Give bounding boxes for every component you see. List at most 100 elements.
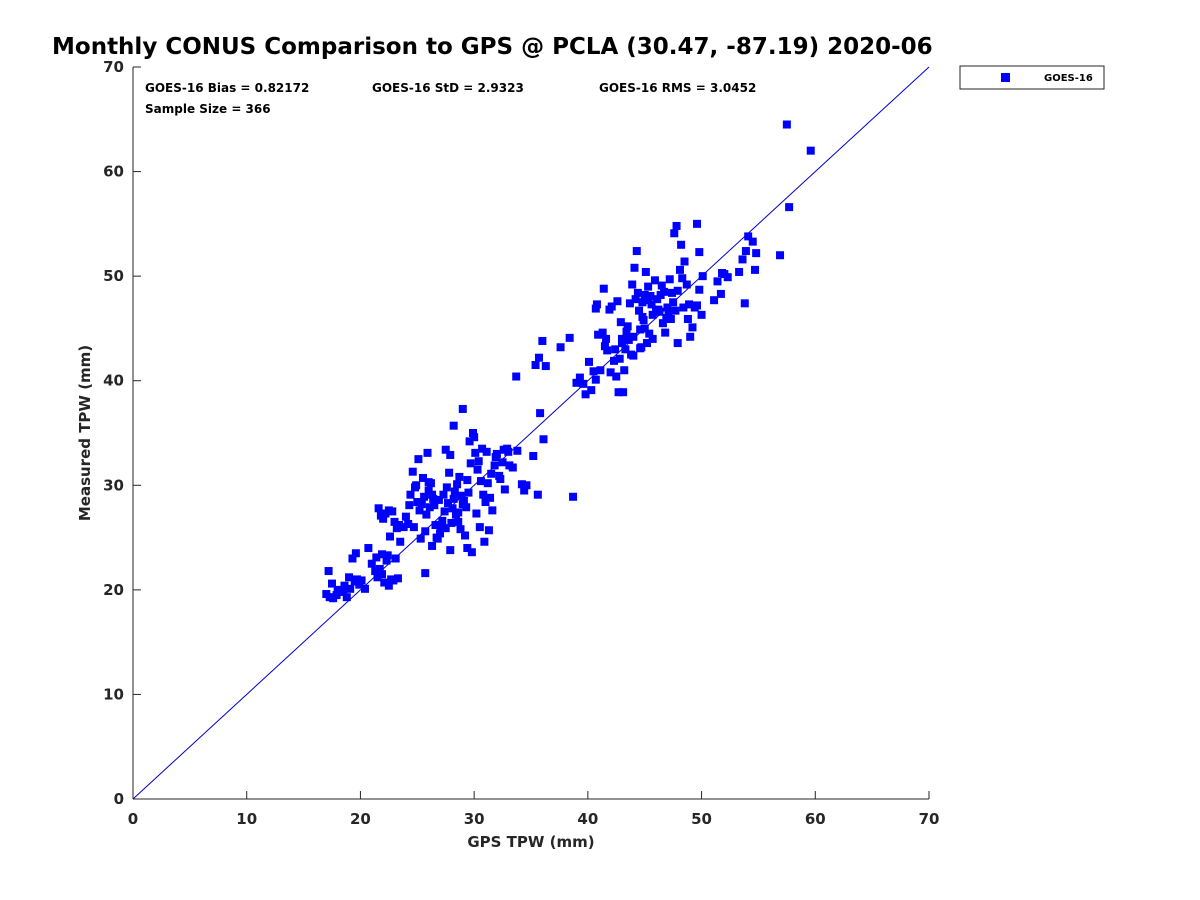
data-point <box>678 274 687 283</box>
data-point <box>391 554 400 563</box>
data-point <box>428 541 437 550</box>
data-point <box>698 272 707 281</box>
data-point <box>584 357 593 366</box>
data-point <box>333 585 342 594</box>
data-point <box>612 372 621 381</box>
data-point <box>602 334 611 343</box>
data-point <box>457 491 466 500</box>
data-point <box>664 309 673 318</box>
data-point <box>744 232 753 241</box>
data-point <box>442 483 451 492</box>
data-point <box>455 472 464 481</box>
x-tick-label: 60 <box>805 810 826 828</box>
data-point <box>785 203 794 212</box>
data-point <box>610 356 619 365</box>
data-point <box>621 345 630 354</box>
data-point <box>456 525 465 534</box>
data-point <box>680 257 689 266</box>
data-point <box>628 280 637 289</box>
data-point <box>488 506 497 515</box>
data-point <box>446 450 455 459</box>
data-point <box>384 581 393 590</box>
data-point <box>673 339 682 348</box>
data-point <box>447 518 456 527</box>
data-point <box>417 500 426 509</box>
stat-sample-size: Sample Size = 366 <box>145 102 271 116</box>
data-point <box>569 492 578 501</box>
data-point <box>399 523 408 532</box>
y-tick-label: 20 <box>103 581 124 599</box>
data-point <box>383 551 392 560</box>
data-point <box>640 290 649 299</box>
data-point <box>396 537 405 546</box>
data-point <box>663 303 672 312</box>
data-point <box>405 501 414 510</box>
data-point <box>632 247 641 256</box>
data-point <box>408 467 417 476</box>
data-point <box>565 333 574 342</box>
data-point <box>598 328 607 337</box>
data-point <box>683 315 692 324</box>
data-point <box>673 286 682 295</box>
data-point <box>425 503 434 512</box>
data-point <box>475 523 484 532</box>
data-point <box>332 591 341 600</box>
data-point <box>513 446 522 455</box>
data-point <box>635 306 644 315</box>
data-point <box>440 507 449 516</box>
data-point <box>665 275 674 284</box>
data-point <box>466 459 475 468</box>
data-point <box>723 273 732 282</box>
data-point <box>662 313 671 322</box>
data-point <box>629 351 638 360</box>
data-point <box>625 299 634 308</box>
data-point <box>353 575 362 584</box>
data-point <box>385 532 394 541</box>
data-point <box>752 249 761 258</box>
data-point <box>647 300 656 309</box>
data-point <box>638 298 647 307</box>
data-point <box>491 453 500 462</box>
data-point <box>529 452 538 461</box>
data-point <box>482 447 491 456</box>
data-point <box>661 328 670 337</box>
data-point <box>686 332 695 341</box>
data-point <box>342 593 351 602</box>
data-point <box>461 531 470 540</box>
data-point <box>469 429 478 437</box>
data-point <box>658 319 667 328</box>
data-point <box>378 550 387 559</box>
y-tick-label: 60 <box>103 163 124 181</box>
data-points <box>322 120 815 603</box>
legend-box <box>959 65 1105 90</box>
data-point <box>520 486 529 495</box>
data-point <box>445 468 454 477</box>
stat-bias: GOES-16 Bias = 0.82172 <box>145 81 309 95</box>
data-point <box>364 544 373 553</box>
y-tick-label: 50 <box>103 267 124 285</box>
data-point <box>668 288 677 297</box>
data-point <box>579 379 588 388</box>
y-tick-label: 30 <box>103 476 124 494</box>
data-point <box>620 366 629 375</box>
data-point <box>630 263 639 272</box>
data-point <box>556 343 565 352</box>
data-point <box>603 346 612 355</box>
x-tick-label: 50 <box>691 810 712 828</box>
data-point <box>422 510 431 519</box>
data-point <box>463 544 472 553</box>
data-point <box>645 329 654 338</box>
data-point <box>490 461 499 470</box>
data-point <box>646 292 655 301</box>
chart-title: Monthly CONUS Comparison to GPS @ PCLA (… <box>52 34 933 60</box>
data-point <box>669 298 678 307</box>
data-point <box>504 447 513 456</box>
data-point <box>499 445 508 454</box>
data-point <box>782 120 791 129</box>
data-point <box>695 285 704 294</box>
data-point <box>619 388 628 397</box>
data-point <box>636 325 645 334</box>
y-axis-label: Measured TPW (mm) <box>76 345 94 521</box>
data-point <box>622 327 631 336</box>
data-point <box>533 490 542 499</box>
